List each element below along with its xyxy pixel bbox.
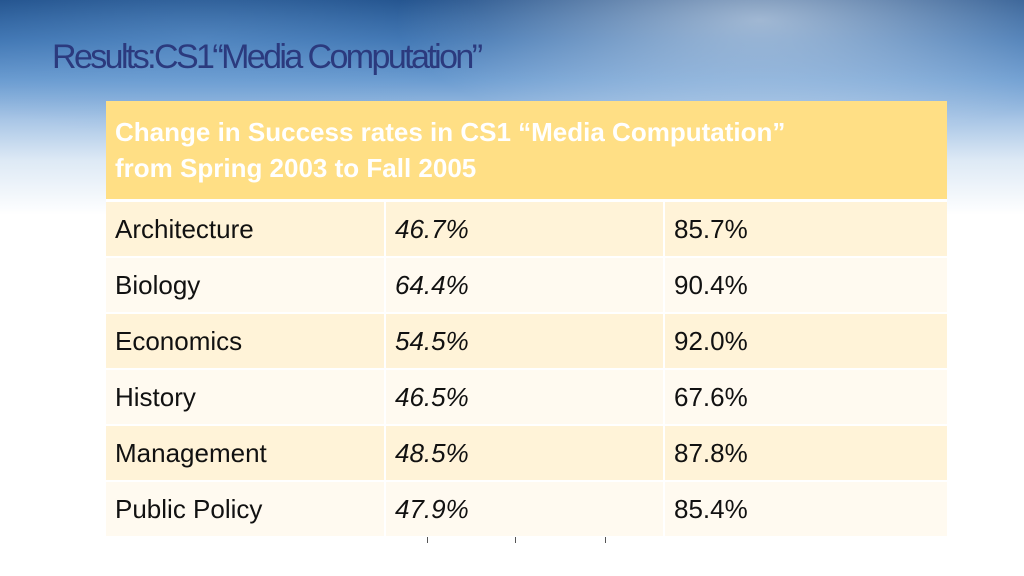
after-rate-cell: 67.6% — [664, 369, 948, 426]
tick-mark — [427, 537, 428, 543]
table-row: Biology 64.4% 90.4% — [106, 257, 948, 314]
tick-mark — [515, 537, 516, 543]
table-row: History 46.5% 67.6% — [106, 369, 948, 426]
major-cell: Economics — [106, 313, 386, 370]
table-header-line-2: from Spring 2003 to Fall 2005 — [115, 153, 477, 183]
tick-mark — [605, 537, 606, 543]
major-cell: Management — [106, 425, 386, 482]
before-rate-cell: 54.5% — [385, 313, 665, 370]
before-rate-cell: 46.7% — [385, 200, 665, 258]
before-rate-cell: 48.5% — [385, 425, 665, 482]
after-rate-cell: 85.7% — [664, 200, 948, 258]
table-row: Architecture 46.7% 85.7% — [106, 200, 948, 258]
major-cell: Architecture — [106, 200, 386, 258]
table-header-line-1: Change in Success rates in CS1 “Media Co… — [115, 117, 786, 147]
after-rate-cell: 90.4% — [664, 257, 948, 314]
slide-title: Results:CS1“Media Computation” — [52, 38, 483, 76]
table-row: Public Policy 47.9% 85.4% — [106, 481, 948, 538]
table-header-row: Change in Success rates in CS1 “Media Co… — [106, 101, 948, 202]
before-rate-cell: 64.4% — [385, 257, 665, 314]
table-row: Economics 54.5% 92.0% — [106, 313, 948, 370]
after-rate-cell: 85.4% — [664, 481, 948, 538]
after-rate-cell: 87.8% — [664, 425, 948, 482]
after-rate-cell: 92.0% — [664, 313, 948, 370]
before-rate-cell: 46.5% — [385, 369, 665, 426]
major-cell: Biology — [106, 257, 386, 314]
clipped-row-marks — [425, 537, 625, 543]
major-cell: History — [106, 369, 386, 426]
results-table: Change in Success rates in CS1 “Media Co… — [106, 101, 948, 538]
major-cell: Public Policy — [106, 481, 386, 538]
before-rate-cell: 47.9% — [385, 481, 665, 538]
table-row: Management 48.5% 87.8% — [106, 425, 948, 482]
table-header-cell: Change in Success rates in CS1 “Media Co… — [106, 101, 948, 202]
